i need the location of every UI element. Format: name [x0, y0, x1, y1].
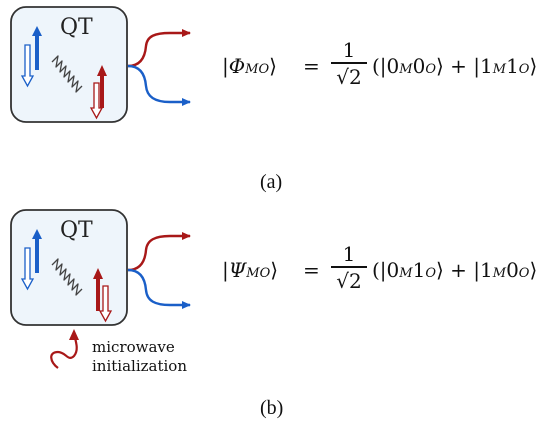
- qt-label-b: QT: [60, 218, 93, 243]
- fraction-denominator-b: √2: [336, 268, 362, 293]
- fraction-a: 1 √2: [327, 38, 371, 90]
- red-down-arrow-icon: [98, 285, 113, 323]
- qt-label-a: QT: [60, 15, 93, 40]
- photon-squiggle-icon: [51, 55, 83, 93]
- blue-spin-pair-b: [20, 229, 42, 291]
- fraction-denominator-a: √2: [336, 64, 362, 89]
- output-branch-red-b: [127, 232, 191, 272]
- blue-up-arrow-icon: [32, 26, 42, 70]
- equals-sign-a: =: [303, 54, 320, 78]
- blue-up-arrow-icon: [32, 229, 42, 273]
- microwave-label-line2: initialization: [92, 357, 187, 375]
- caption-b: (b): [260, 397, 283, 419]
- rhs-terms-b: (|0M1O⟩ + |1M0O⟩: [372, 258, 538, 282]
- output-branch-blue-b: [127, 268, 191, 309]
- red-up-arrow-icon: [93, 268, 103, 311]
- blue-spin-pair-a: [20, 26, 42, 88]
- state-psi-mo: |ΨMO⟩: [222, 258, 279, 282]
- panel-a: QT (a): [10, 6, 282, 193]
- fraction-numerator-b: 1: [342, 242, 356, 266]
- red-down-arrow-icon: [89, 82, 104, 120]
- fraction-bar-a: [331, 62, 367, 64]
- blue-down-arrow-icon: [20, 44, 35, 88]
- fraction-numerator-a: 1: [342, 38, 356, 62]
- output-branch-blue-a: [127, 64, 191, 106]
- red-spin-pair-a: [89, 65, 107, 120]
- microwave-label-line1: microwave: [92, 338, 175, 356]
- red-up-arrow-icon: [97, 65, 107, 108]
- blue-down-arrow-icon: [20, 247, 35, 291]
- photon-squiggle-icon: [51, 258, 83, 296]
- red-spin-pair-b: [93, 268, 113, 323]
- fraction-b: 1 √2: [327, 242, 371, 294]
- panel-b: QT microwave initialization (b): [10, 209, 283, 419]
- output-branch-red-a: [127, 29, 191, 68]
- rhs-terms-a: (|0M0O⟩ + |1M1O⟩: [372, 54, 538, 78]
- microwave-wave-icon: [50, 333, 78, 369]
- equals-sign-b: =: [303, 258, 320, 282]
- microwave-arrowhead-icon: [69, 329, 79, 340]
- caption-a: (a): [260, 171, 282, 193]
- fraction-bar-b: [331, 266, 367, 268]
- state-phi-mo: |ΦMO⟩: [222, 54, 277, 78]
